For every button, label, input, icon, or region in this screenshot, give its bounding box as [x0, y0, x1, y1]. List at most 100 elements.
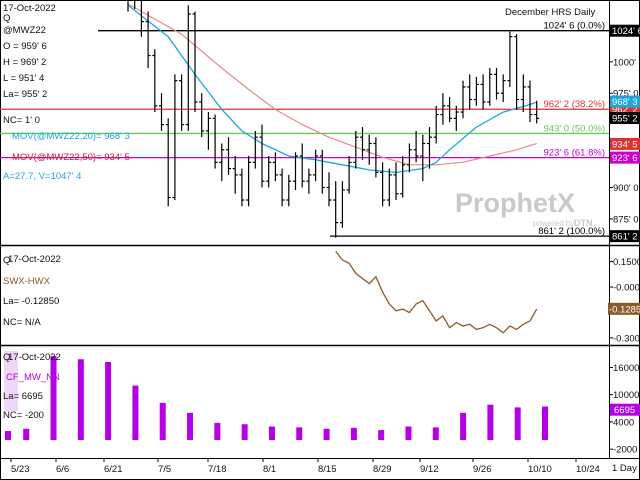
price-tag-bg-1 — [610, 112, 640, 125]
level-tag-1: 962' 2 — [612, 105, 638, 116]
price-tag-bg-0 — [610, 95, 640, 108]
ohlc-bar — [427, 127, 432, 169]
ohlc-bar — [192, 11, 198, 113]
cot-bar — [50, 356, 57, 441]
ohlc-bar — [494, 68, 499, 100]
ohlc-bar — [299, 143, 305, 188]
x-tick-label-2: 6/21 — [104, 464, 123, 475]
prophetx-watermark: ProphetX powered by DTN — [455, 188, 593, 228]
cot-bar — [105, 361, 112, 441]
ohlc-bar — [534, 100, 540, 124]
level-tag-0: 1024' 6 — [612, 26, 640, 37]
cot-bar — [514, 407, 521, 441]
cot-bar — [132, 385, 139, 441]
ohlc-bar — [326, 172, 332, 207]
spread-line — [335, 250, 538, 334]
adx-label: A=27.7, V=1047' 4 — [3, 171, 81, 182]
level-tag-bg-0 — [610, 24, 640, 37]
ohlc-bar — [179, 74, 185, 131]
ohlc-bar — [313, 149, 319, 182]
ohlc-bar — [266, 156, 272, 188]
ohlc-bar — [346, 156, 352, 194]
price-tick-label-1: 975' 0 — [613, 89, 639, 100]
cot-last: La= 6695 — [3, 391, 43, 402]
ohlc-bar — [172, 74, 178, 201]
ohlc-bar — [319, 149, 325, 194]
ohlc-bar — [373, 137, 379, 178]
price-tag-1: 955' 2 — [612, 114, 638, 125]
cot-tick-label-1: 10000 — [613, 390, 639, 401]
spread-symbol: SWX-HWX — [3, 276, 51, 287]
level-tag-4: 861' 2 — [612, 232, 638, 243]
price-symbol: @MWZ22 — [3, 25, 46, 36]
ohlc-bar — [252, 130, 258, 169]
ohlc-bar — [487, 68, 493, 106]
ma50-label: MOV(@MWZ22,50)= 934' 5 — [12, 152, 130, 163]
cot-bar — [268, 426, 275, 441]
ohlc-bar — [366, 134, 372, 165]
ohlc-bar — [339, 181, 345, 228]
ohlc-bar — [199, 93, 205, 138]
ohlc-bar — [219, 143, 225, 182]
price-low: L = 951' 4 — [3, 73, 44, 84]
x-tick-label-11: 10/24 — [576, 464, 600, 475]
period-label: 1 Day — [612, 463, 637, 474]
watermark-provider: DTN — [574, 218, 593, 228]
spread-tick-label-2: -0.30000 — [613, 333, 640, 344]
price-panel: 1024' 6 (0.0%) 1024' 6 962' 2 (38.2%) 962' … — [0, 0, 640, 243]
x-tick-label-9: 9/26 — [473, 464, 492, 475]
cot-tick-label-3: -2000 — [613, 445, 637, 456]
cot-tick-label-2: 4000 — [613, 417, 634, 428]
diamond-icon-1: Q — [3, 13, 10, 24]
price-tick-label-2: 900' 0 — [613, 183, 639, 194]
cot-bar — [487, 404, 494, 441]
ohlc-bar — [140, 0, 144, 37]
ohlc-bar — [467, 74, 473, 110]
ohlc-bar — [480, 74, 486, 110]
price-last: La= 955' 2 — [3, 89, 47, 100]
price-open: O = 959' 6 — [3, 41, 47, 52]
watermark-brand: ProphetX — [455, 188, 575, 218]
diamond-icon-2: Q — [3, 255, 10, 266]
x-tick-label-1: 6/6 — [56, 464, 69, 475]
ohlc-bar — [279, 168, 285, 207]
ohlc-bar — [205, 112, 211, 150]
cot-bar — [77, 359, 84, 441]
price-high: H = 969' 2 — [3, 57, 46, 68]
x-tick-label-3: 7/5 — [158, 464, 171, 475]
ohlc-bar — [246, 156, 252, 207]
ohlc-bar — [159, 93, 164, 131]
spread-net-change: NC= N/A — [3, 317, 41, 328]
ohlc-bar — [447, 96, 453, 123]
cot-net-change: NC= -200 — [3, 410, 44, 421]
ohlc-bar — [507, 31, 513, 87]
price-tick-label-0: 1000' 0 — [613, 57, 640, 68]
x-tick-label-10: 10/10 — [528, 464, 552, 475]
cot-bar — [159, 402, 166, 441]
cot-bar — [5, 431, 11, 441]
ohlc-bar — [433, 105, 439, 144]
level-tag-bg-3 — [610, 151, 640, 164]
cot-bar — [378, 430, 385, 441]
cot-bar — [350, 427, 357, 441]
ohlc-bar — [152, 49, 158, 113]
ohlc-bar — [400, 156, 406, 198]
level-label-2: 943' 0 (50.0%) — [544, 123, 606, 134]
price-tag-2: 934' 5 — [612, 139, 638, 150]
x-tick-label-8: 9/12 — [420, 464, 439, 475]
cot-tick-label-0: 16000 — [613, 363, 639, 374]
ohlc-bar — [360, 127, 365, 160]
level-label-0: 1024' 6 (0.0%) — [544, 21, 606, 32]
level-tag-bg-4 — [610, 230, 640, 243]
level-label-3: 923' 6 (61.8%) — [544, 148, 606, 159]
ohlc-bar — [145, 11, 151, 69]
level-label-1: 962' 2 (38.2%) — [544, 99, 606, 110]
cot-panel: 16000 10000 4000 -2000 6695 — [4, 351, 640, 456]
spread-panel: 0.15000 -0.00000 -0.30000 -0.12850 — [335, 250, 640, 344]
level-tag-3: 923' 6 — [612, 153, 638, 164]
ohlc-bar — [353, 130, 359, 169]
ohlc-bar — [386, 168, 392, 207]
spread-tag-bg — [608, 302, 640, 315]
